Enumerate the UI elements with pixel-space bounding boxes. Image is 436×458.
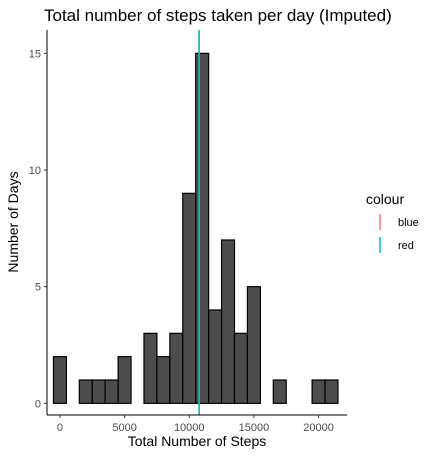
histogram-bar xyxy=(52,356,67,404)
y-tick-label: 0 xyxy=(35,398,41,410)
x-tick-label: 10000 xyxy=(174,422,205,434)
x-tick-label: 0 xyxy=(57,422,63,434)
histogram-bar xyxy=(78,379,93,404)
histogram-bar xyxy=(104,379,119,404)
legend-title: colour xyxy=(366,191,404,207)
legend-label: red xyxy=(398,240,414,252)
histogram-bar xyxy=(195,52,210,404)
histogram-bar xyxy=(156,356,171,404)
histogram-bar xyxy=(117,356,132,404)
histogram-bar xyxy=(208,309,223,404)
histogram-bar xyxy=(233,332,249,404)
histogram-bar xyxy=(182,192,197,404)
y-tick-label: 10 xyxy=(29,165,41,177)
x-tick-label: 15000 xyxy=(239,422,270,434)
histogram-bar xyxy=(246,286,261,404)
histogram-bar xyxy=(91,379,106,404)
y-tick-label: 15 xyxy=(29,48,41,60)
legend-entries: blue red xyxy=(379,214,419,253)
histogram-bar xyxy=(324,379,339,404)
histogram-bar xyxy=(143,332,158,404)
y-tick-label: 5 xyxy=(35,282,41,294)
y-axis-title: Number of Days xyxy=(5,171,21,272)
histogram-bar xyxy=(220,239,236,404)
y-ticks-group: 0 5 10 15 xyxy=(29,48,47,410)
legend-label: blue xyxy=(398,217,419,229)
x-tick-label: 5000 xyxy=(112,422,136,434)
x-tick-label: 20000 xyxy=(303,422,334,434)
x-ticks-group: 0 5000 10000 15000 20000 xyxy=(57,415,334,434)
histogram-bar xyxy=(169,332,184,404)
chart-title: Total number of steps taken per day (Imp… xyxy=(44,6,392,25)
histogram-bar xyxy=(272,379,287,404)
x-axis-title: Total Number of Steps xyxy=(128,433,267,449)
bars-group xyxy=(52,52,339,404)
legend: colour blue red xyxy=(366,191,419,253)
histogram-bar xyxy=(311,379,326,404)
